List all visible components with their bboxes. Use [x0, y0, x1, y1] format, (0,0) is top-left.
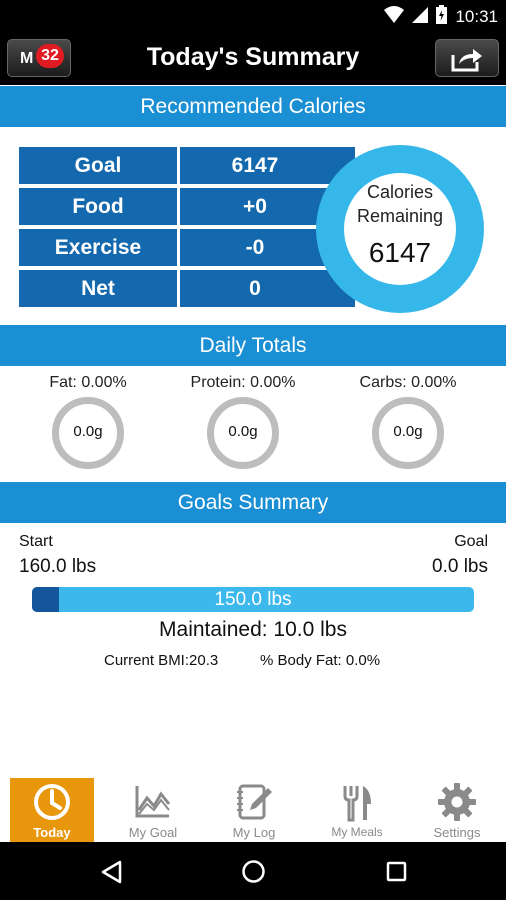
progress-fill: [32, 587, 59, 612]
carbs-label: Carbs: 0.00%: [359, 374, 457, 391]
recommended-calories-header: Recommended Calories: [0, 86, 506, 127]
nav-label: My Meals: [331, 825, 383, 839]
nav-today[interactable]: Today: [10, 778, 94, 842]
protein-ring: 0.0g: [207, 397, 279, 469]
row-label: Goal: [74, 154, 122, 177]
log-icon: [237, 784, 272, 820]
back-icon[interactable]: [100, 860, 122, 884]
maintained-text: Maintained: 10.0 lbs: [159, 618, 347, 641]
nav-my-goal[interactable]: My Goal: [111, 778, 195, 842]
recents-icon[interactable]: [386, 861, 407, 882]
start-label: Start: [19, 533, 53, 550]
nav-label: Settings: [433, 825, 481, 840]
goals-summary-header: Goals Summary: [0, 482, 506, 523]
signal-icon: [412, 6, 429, 29]
weight-progress-bar: 150.0 lbs: [32, 587, 474, 612]
body-fat: % Body Fat: 0.0%: [260, 652, 381, 669]
today-icon: [34, 784, 70, 820]
daily-totals-header: Daily Totals: [0, 325, 506, 366]
messages-letter: M: [20, 50, 34, 67]
fork-knife-icon: [343, 786, 371, 822]
row-value: 6147: [231, 154, 279, 177]
home-icon[interactable]: [241, 859, 266, 884]
nav-label: My Log: [232, 825, 276, 840]
gear-icon: [438, 783, 476, 821]
row-label: Food: [72, 195, 124, 218]
food-row: Food +0: [19, 188, 355, 225]
battery-icon: [436, 5, 448, 29]
nav-my-log[interactable]: My Log: [212, 778, 296, 842]
wifi-icon: [384, 5, 405, 29]
messages-button[interactable]: M 32: [7, 39, 71, 77]
system-nav-bar: [0, 842, 506, 900]
page-title: Today's Summary: [146, 43, 360, 71]
nav-settings[interactable]: Settings: [415, 778, 499, 842]
share-icon: [451, 49, 482, 72]
status-time: 10:31: [455, 7, 498, 26]
row-label: Exercise: [54, 236, 142, 259]
current-bmi: Current BMI:20.3: [104, 652, 219, 669]
fat-ring: 0.0g: [52, 397, 124, 469]
row-label: Net: [81, 277, 115, 300]
row-value: +0: [243, 195, 267, 218]
protein-value: 0.0g: [228, 423, 258, 440]
fat-value: 0.0g: [73, 423, 103, 440]
row-value: 0: [249, 277, 261, 300]
nav-label: Today: [33, 825, 71, 840]
bottom-nav: Today My Goal My Log My Meals: [0, 778, 506, 842]
share-button[interactable]: [435, 39, 499, 77]
current-weight: 150.0 lbs: [214, 589, 292, 610]
carbs-ring: 0.0g: [372, 397, 444, 469]
goal-weight: 0.0 lbs: [432, 556, 488, 577]
calories-remaining-value: 6147: [368, 237, 432, 268]
calories-table: Goal 6147 Food +0 Exercise -0 Net 0: [19, 147, 355, 311]
nav-label: My Goal: [128, 825, 178, 840]
exercise-row: Exercise -0: [19, 229, 355, 266]
fat-label: Fat: 0.00%: [49, 374, 127, 391]
calories-remaining-ring: Calories Remaining 6147: [316, 145, 484, 313]
calories-remaining-label: Calories Remaining: [356, 182, 444, 226]
protein-total: Protein: 0.00% 0.0g: [168, 374, 318, 469]
protein-label: Protein: 0.00%: [190, 374, 296, 391]
start-weight: 160.0 lbs: [19, 556, 97, 577]
nav-my-meals[interactable]: My Meals: [315, 778, 399, 842]
carbs-total: Carbs: 0.00% 0.0g: [333, 374, 483, 469]
carbs-value: 0.0g: [393, 423, 423, 440]
net-row: Net 0: [19, 270, 355, 307]
app-header: M 32 Today's Summary: [0, 30, 506, 85]
notification-badge: 32: [36, 44, 64, 68]
chart-icon: [135, 786, 171, 818]
goal-row: Goal 6147: [19, 147, 355, 184]
goal-label: Goal: [454, 533, 488, 550]
status-bar: 10:31: [0, 0, 506, 30]
row-value: -0: [245, 236, 265, 259]
fat-total: Fat: 0.00% 0.0g: [13, 374, 163, 469]
